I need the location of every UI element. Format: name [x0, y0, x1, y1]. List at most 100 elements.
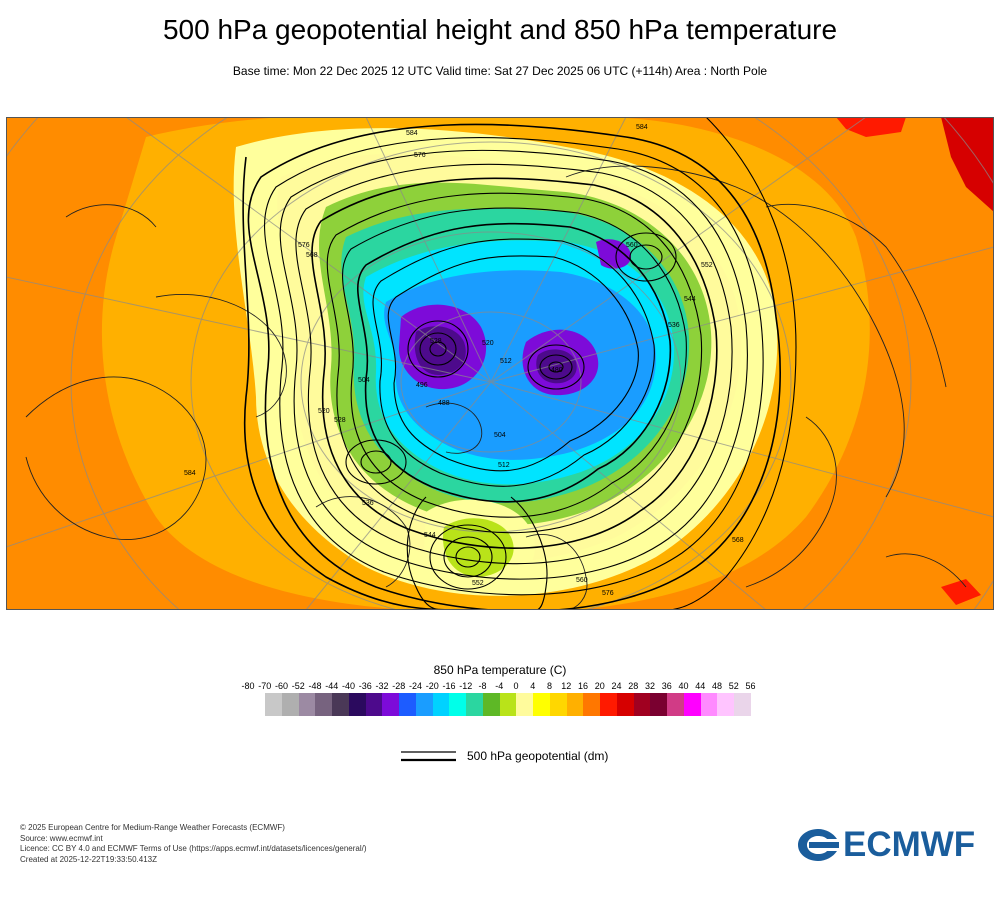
colorbar-swatch: [449, 693, 466, 716]
contour-label: 560: [626, 242, 638, 249]
colorbar-tick-label: 4: [530, 681, 536, 691]
colorbar-tick-label: -70: [258, 681, 272, 691]
footer-line: Created at 2025-12-22T19:33:50.413Z: [20, 854, 157, 864]
colorbar-tick-label: -8: [478, 681, 487, 691]
contour-label: 528: [334, 417, 346, 424]
ecmwf-logo: ECMWF: [795, 826, 985, 864]
colorbar-tick-label: 44: [695, 681, 706, 691]
colorbar-tick-label: 40: [678, 681, 689, 691]
coastlines: [25, 165, 967, 610]
geopotential-legend: 500 hPa geopotential (dm): [399, 748, 699, 766]
colorbar-tick-label: -16: [442, 681, 456, 691]
contour-label: 504: [494, 432, 506, 439]
colorbar-swatch: [415, 693, 433, 716]
temperature-colorbar: [265, 693, 751, 716]
contour-label: 544: [424, 532, 436, 539]
footer-line: Licence: CC BY 4.0 and ECMWF Terms of Us…: [20, 844, 367, 853]
geopotential-legend-label: 500 hPa geopotential (dm): [467, 749, 609, 763]
contour-label: 576: [298, 242, 310, 249]
ecmwf-logo-text: ECMWF: [843, 825, 976, 864]
colorbar-tick-label: -28: [392, 681, 406, 691]
colorbar-tick-label: 24: [611, 681, 622, 691]
colorbar-tick-label: -4: [495, 681, 504, 691]
contour-label: 536: [668, 322, 680, 329]
colorbar-swatch: [734, 693, 751, 716]
contour-label: 536: [362, 500, 374, 507]
contour-label: 584: [636, 124, 648, 131]
contour-label: 552: [701, 262, 713, 269]
colorbar-swatch: [616, 693, 634, 716]
colorbar-swatch: [332, 693, 349, 716]
colorbar-swatch: [667, 693, 684, 716]
contour-label: 520: [318, 408, 330, 415]
colorbar-swatch: [315, 693, 332, 716]
contour-label: 496: [416, 382, 428, 389]
colorbar-tick-label: -32: [375, 681, 389, 691]
contour-label: 584: [184, 470, 196, 477]
colorbar-tick-label: -48: [308, 681, 322, 691]
temperature-legend-ticks: -80 -70 -60 -52 -48 -44 -40 -36 -32 -28 -24 -20 -16-…: [237, 681, 767, 693]
colorbar-tick-label: 28: [628, 681, 639, 691]
colorbar-swatch: [482, 693, 500, 716]
colorbar-swatch: [516, 693, 533, 716]
geopotential-line-sample: [401, 751, 456, 762]
colorbar-tick-label: -12: [459, 681, 473, 691]
geopotential-contours: [242, 117, 797, 610]
colorbar-swatch: [281, 693, 299, 716]
colorbar-swatch: [298, 693, 316, 716]
colorbar-tick-label: 0: [513, 681, 519, 691]
colorbar-swatch: [683, 693, 701, 716]
contour-label: 512: [498, 462, 510, 469]
footer-credits: © 2025 European Centre for Medium-Range …: [20, 823, 367, 865]
colorbar-tick-label: -24: [408, 681, 423, 691]
contour-label: 480: [551, 367, 563, 374]
contour-label: 528: [430, 338, 442, 345]
map-frame: [6, 117, 994, 610]
contour-label: 576: [602, 590, 614, 597]
colorbar-tick-label: 20: [594, 681, 605, 691]
colorbar-swatch: [566, 693, 584, 716]
colorbar-swatch: [633, 693, 651, 716]
contour-label: 504: [358, 377, 370, 384]
colorbar-tick-label: 16: [577, 681, 589, 691]
colorbar-swatch: [650, 693, 667, 716]
colorbar-tick-label: -44: [325, 681, 339, 691]
temperature-legend-title: 850 hPa temperature (C): [433, 663, 567, 677]
colorbar-swatch: [365, 693, 383, 716]
contour-label: 568: [732, 537, 744, 544]
colorbar-tick-label: -80: [241, 681, 255, 691]
colorbar-swatch: [466, 693, 483, 716]
colorbar-swatch: [348, 693, 366, 716]
contour-label: 544: [684, 296, 696, 303]
colorbar-tick-label: 32: [644, 681, 656, 691]
colorbar-swatch: [700, 693, 718, 716]
footer-line: Source: www.ecmwf.int: [20, 833, 103, 843]
chart-title: 500 hPa geopotential height and 850 hPa …: [162, 14, 838, 45]
colorbar-tick-label: -40: [341, 681, 356, 691]
colorbar-swatch: [265, 693, 282, 716]
colorbar-swatch: [600, 693, 617, 716]
colorbar-tick-label: -20: [425, 681, 439, 691]
colorbar-swatch: [382, 693, 399, 716]
colorbar-swatch: [533, 693, 550, 716]
contour-label: 552: [472, 580, 484, 587]
colorbar-tick-label: 36: [661, 681, 672, 691]
colorbar-swatch: [432, 693, 450, 716]
colorbar-tick-label: -52: [291, 681, 305, 691]
contour-label: 488: [438, 400, 450, 407]
chart-subtitle: Base time: Mon 22 Dec 2025 12 UTC Valid …: [232, 64, 768, 78]
colorbar-swatch: [717, 693, 734, 716]
colorbar-swatch: [583, 693, 600, 716]
colorbar-swatch: [399, 693, 416, 716]
colorbar-tick-label: 56: [745, 681, 756, 691]
colorbar-tick-label: 48: [711, 681, 723, 691]
contour-label: 584: [406, 130, 418, 137]
colorbar-tick-label: 52: [728, 681, 739, 691]
colorbar-tick-label: 8: [546, 681, 553, 691]
contour-label: 576: [414, 152, 426, 159]
colorbar-tick-label: 12: [561, 681, 572, 691]
footer-line: © 2025 European Centre for Medium-Range …: [20, 823, 285, 832]
contour-labels: 584 584 576 576 568 560 552 544 536 528 …: [184, 124, 744, 597]
colorbar-swatch: [549, 693, 567, 716]
colorbar-tick-label: -60: [274, 681, 289, 691]
